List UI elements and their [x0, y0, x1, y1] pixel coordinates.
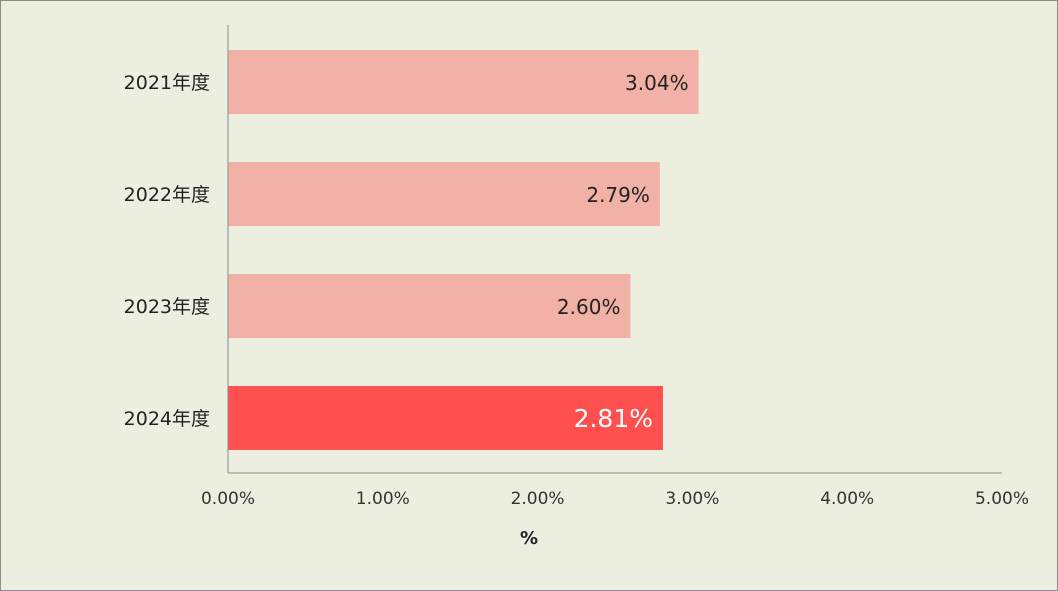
x-tick-label: 5.00%	[975, 489, 1029, 509]
bar-2022年度	[228, 162, 660, 226]
value-label: 2.81%	[574, 404, 653, 433]
x-tick-label: 4.00%	[820, 489, 874, 509]
bars-layer	[228, 50, 699, 450]
labels-layer: 2021年度 3.04% 2022年度 2.79% 2023年度 2.60% 2024年度 2…	[124, 71, 1029, 509]
category-label: 2023年度	[124, 296, 210, 318]
x-tick-label: 1.00%	[356, 489, 410, 509]
x-tick-label: 2.00%	[511, 489, 565, 509]
category-label: 2024年度	[124, 408, 210, 430]
x-tick-label: 3.00%	[665, 489, 719, 509]
bar-2023年度	[228, 274, 631, 338]
bar-2021年度	[228, 50, 699, 114]
category-label: 2021年度	[124, 72, 210, 94]
category-label: 2022年度	[124, 184, 210, 206]
value-label: 2.79%	[586, 183, 650, 207]
bar-2024年度	[228, 386, 663, 450]
value-label: 3.04%	[625, 71, 689, 95]
x-tick-label: 0.00%	[201, 489, 255, 509]
value-label: 2.60%	[557, 295, 621, 319]
x-axis-title: %	[520, 528, 538, 549]
